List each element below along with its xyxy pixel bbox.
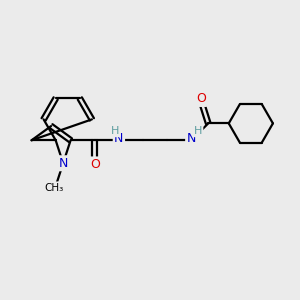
Text: N: N xyxy=(58,157,68,170)
Text: H: H xyxy=(194,126,202,136)
Text: N: N xyxy=(187,132,196,145)
Text: N: N xyxy=(114,132,124,145)
Text: H: H xyxy=(111,126,119,136)
Text: O: O xyxy=(90,158,100,171)
Text: O: O xyxy=(196,92,206,106)
Text: CH₃: CH₃ xyxy=(45,183,64,193)
